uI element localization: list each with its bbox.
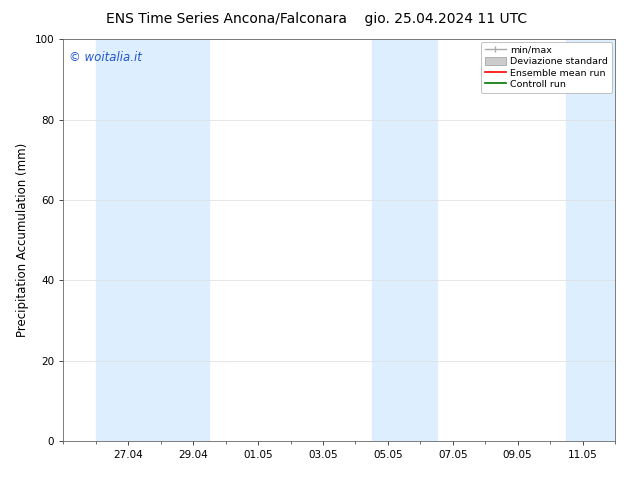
Y-axis label: Precipitation Accumulation (mm): Precipitation Accumulation (mm) <box>16 143 29 337</box>
Bar <box>566 39 615 441</box>
Bar <box>96 39 209 441</box>
Text: © woitalia.it: © woitalia.it <box>69 51 142 64</box>
Bar <box>372 39 437 441</box>
Legend: min/max, Deviazione standard, Ensemble mean run, Controll run: min/max, Deviazione standard, Ensemble m… <box>481 42 612 93</box>
Text: ENS Time Series Ancona/Falconara    gio. 25.04.2024 11 UTC: ENS Time Series Ancona/Falconara gio. 25… <box>107 12 527 26</box>
